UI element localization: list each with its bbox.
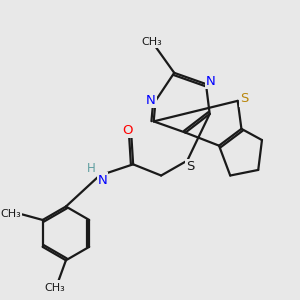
Text: CH₃: CH₃ bbox=[1, 209, 21, 219]
Text: N: N bbox=[206, 75, 215, 88]
Text: S: S bbox=[240, 92, 249, 106]
Text: O: O bbox=[122, 124, 133, 137]
Text: CH₃: CH₃ bbox=[44, 283, 65, 292]
Text: N: N bbox=[146, 94, 156, 107]
Text: N: N bbox=[98, 173, 107, 187]
Text: H: H bbox=[87, 162, 96, 175]
Text: S: S bbox=[186, 160, 194, 173]
Text: CH₃: CH₃ bbox=[141, 37, 162, 47]
